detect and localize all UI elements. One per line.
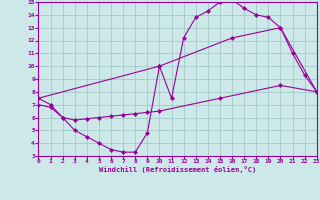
X-axis label: Windchill (Refroidissement éolien,°C): Windchill (Refroidissement éolien,°C): [99, 166, 256, 173]
